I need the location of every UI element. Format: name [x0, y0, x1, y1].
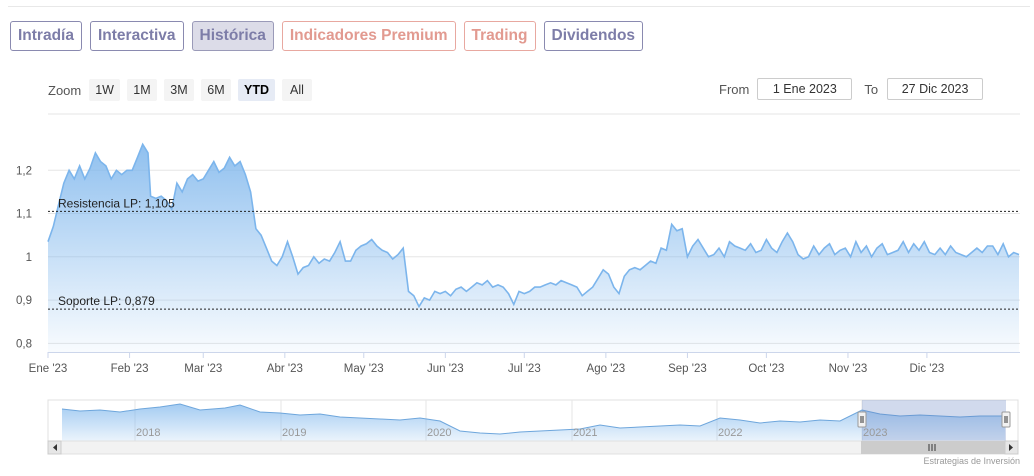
- zoom-button-3m[interactable]: 3M: [163, 79, 194, 101]
- x-tick-label: May '23: [344, 363, 384, 375]
- navigator-selection[interactable]: [862, 400, 1006, 441]
- navigator-right-handle[interactable]: [1001, 411, 1011, 428]
- tab-dividendos[interactable]: Dividendos: [543, 21, 644, 51]
- navigator-year-label: 2019: [282, 427, 306, 439]
- x-tick-label: Feb '23: [111, 363, 149, 375]
- x-tick-label: Ago '23: [587, 363, 626, 375]
- zoom-bar: Zoom 1W 1M 3M 6M YTD All: [48, 79, 319, 101]
- x-tick-label: Mar '23: [184, 363, 222, 375]
- zoom-label: Zoom: [48, 82, 82, 98]
- navigator-left-handle[interactable]: [857, 411, 867, 428]
- y-tick-label: 1,1: [16, 209, 32, 221]
- navigator-year-label: 2023: [863, 427, 887, 439]
- chart-tabs: Intradía Interactiva Histórica Indicadores …: [10, 21, 644, 51]
- x-tick-label: Sep '23: [668, 363, 707, 375]
- date-range: From 1 Ene 2023 To 27 Dic 2023: [719, 78, 984, 100]
- navigator-year-label: 2022: [718, 427, 742, 439]
- tab-indicadores-premium[interactable]: Indicadores Premium: [281, 21, 456, 51]
- range-to-input[interactable]: 27 Dic 2023: [887, 78, 984, 100]
- navigator-area: [62, 404, 1005, 441]
- chevron-left-icon: [53, 444, 57, 451]
- annotation-lines: Resistencia LP: 1,105 Soporte LP: 0,879: [48, 196, 1020, 310]
- x-tick-label: Jun '23: [427, 363, 464, 375]
- x-tick-label: Oct '23: [748, 363, 784, 375]
- scrollbar-left-arrow-icon[interactable]: [47, 440, 62, 455]
- scrollbar-right-arrow-icon[interactable]: [1004, 440, 1019, 455]
- annotation-label: Soporte LP: 0,879: [58, 294, 155, 308]
- x-axis-labels: Ene '23 Feb '23 Mar '23 Abr '23 May '23 Jun '…: [29, 352, 1020, 375]
- range-from-label: From: [719, 81, 750, 97]
- navigator-year-label: 2018: [136, 427, 160, 439]
- tab-interactiva[interactable]: Interactiva: [89, 21, 184, 51]
- y-tick-label: 0,9: [16, 295, 32, 307]
- y-tick-label: 1,2: [16, 165, 32, 177]
- navigator-line: [61, 403, 1005, 435]
- y-tick-label: 0,8: [16, 338, 32, 350]
- series-area-fill: [48, 144, 1019, 352]
- zoom-buttons: 1W 1M 3M 6M YTD All: [89, 79, 319, 101]
- y-tick-label: 1: [26, 252, 32, 264]
- zoom-button-1m[interactable]: 1M: [126, 79, 157, 101]
- annotation-label: Resistencia LP: 1,105: [58, 196, 175, 210]
- x-tick-label: Nov '23: [829, 363, 868, 375]
- top-divider: [8, 6, 1030, 7]
- tab-trading[interactable]: Trading: [463, 21, 536, 51]
- x-tick-label: Abr '23: [267, 363, 303, 375]
- zoom-button-all[interactable]: All: [281, 79, 312, 101]
- scrollbar-thumb[interactable]: [861, 441, 1006, 454]
- handle-body[interactable]: [857, 411, 867, 428]
- x-tick-label: Ene '23: [29, 363, 68, 375]
- navigator-year-label: 2021: [573, 427, 597, 439]
- chevron-right-icon: [1009, 444, 1013, 451]
- handle-body[interactable]: [1001, 411, 1011, 428]
- navigator-year-label: 2020: [427, 427, 451, 439]
- credit-text: Estrategias de Inversión: [923, 456, 1020, 466]
- range-from-input[interactable]: 1 Ene 2023: [757, 78, 853, 100]
- series-line: [47, 142, 1020, 309]
- y-axis-labels: 0,8 0,9 1 1,1 1,2: [16, 165, 32, 350]
- tab-historica[interactable]: Histórica: [191, 21, 274, 51]
- range-to-label: To: [864, 81, 879, 97]
- navigator[interactable]: 2018 2019 2020 2021 2022 2023: [47, 399, 1019, 455]
- tab-intradia[interactable]: Intradía: [10, 21, 82, 51]
- zoom-button-1w[interactable]: 1W: [89, 79, 120, 101]
- zoom-button-ytd[interactable]: YTD: [237, 79, 275, 101]
- series-area: [47, 142, 1020, 352]
- zoom-button-6m[interactable]: 6M: [200, 79, 231, 101]
- x-tick-label: Jul '23: [508, 363, 541, 375]
- x-tick-label: Dic '23: [910, 363, 945, 375]
